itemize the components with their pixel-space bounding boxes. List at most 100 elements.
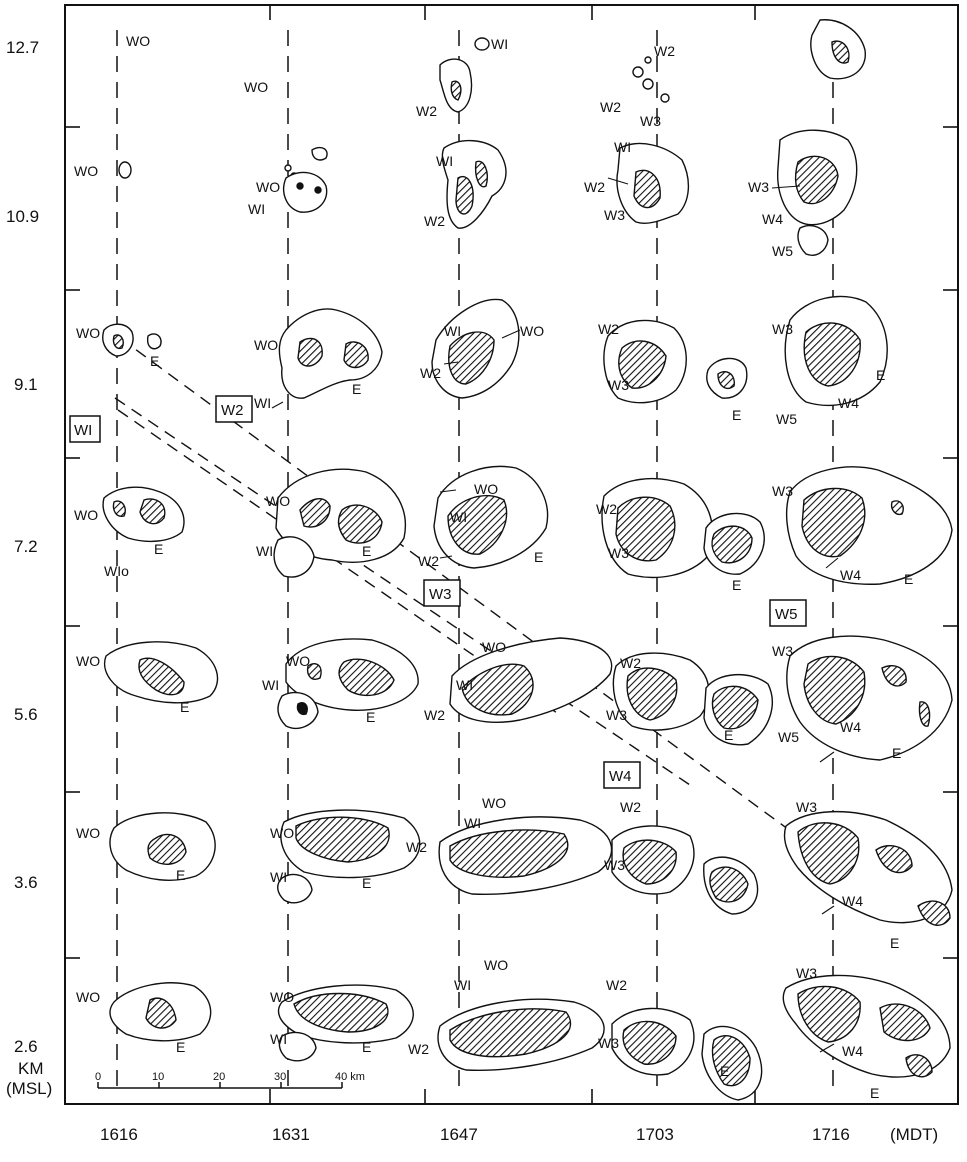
cell-label-w3: W3 xyxy=(608,377,629,393)
scale-tick-label: 0 xyxy=(95,1071,101,1083)
echo-core xyxy=(147,833,187,865)
cell-label-e: E xyxy=(180,699,189,715)
height-label: 3.6 xyxy=(14,873,38,892)
boxed-label-w1: WI xyxy=(74,422,92,439)
echo-core xyxy=(145,997,177,1029)
cell-label-w3: W3 xyxy=(796,799,817,815)
cell-label-w1: WI xyxy=(254,395,271,411)
echo-core xyxy=(875,845,913,874)
cell-label-w4: W4 xyxy=(840,567,861,583)
echo-core xyxy=(139,498,166,525)
time-label: 1716 xyxy=(812,1125,850,1144)
cell-label-w3: W3 xyxy=(604,857,625,873)
cell-label-e: E xyxy=(904,571,913,587)
echo-core xyxy=(711,525,753,564)
cell-label-w2: W2 xyxy=(416,103,437,119)
cell-label-e: E xyxy=(352,381,361,397)
time-label: 1703 xyxy=(636,1125,674,1144)
cell-label-w5: W5 xyxy=(772,243,793,259)
plot-frame xyxy=(64,4,959,1105)
echo-core xyxy=(293,992,389,1033)
cell-label-e: E xyxy=(890,935,899,951)
cell-label-w2: W2 xyxy=(584,179,605,195)
echo-core xyxy=(717,370,735,390)
cell-label-w0: WO xyxy=(270,825,294,841)
echo-outer-contour xyxy=(277,873,313,904)
echo-core xyxy=(343,341,369,369)
echo-core xyxy=(711,685,759,730)
boxed-label-frame xyxy=(69,415,101,443)
cell-label-w1o: WIo xyxy=(104,563,129,579)
echo-core xyxy=(615,496,676,562)
boxed-label-frame xyxy=(423,579,461,607)
cell-label-w0: WO xyxy=(74,507,98,523)
echo-core xyxy=(622,1020,677,1065)
echo-core xyxy=(299,498,331,528)
cell-label-w4: W4 xyxy=(842,893,863,909)
time-label: 1616 xyxy=(100,1125,138,1144)
height-labels: 12.7 10.9 9.1 7.2 5.6 3.6 2.6 KM (MSL) xyxy=(6,38,52,1098)
cell-label-w0: WO xyxy=(474,481,498,497)
cell-label-w0: WO xyxy=(244,79,268,95)
cell-label-e: E xyxy=(870,1085,879,1101)
echo-core xyxy=(801,487,866,558)
echo-core xyxy=(447,495,508,555)
echo-core xyxy=(474,160,488,188)
echo-core xyxy=(918,701,931,727)
cell-label-e: E xyxy=(732,577,741,593)
echo-outer-contour xyxy=(797,224,829,256)
echo-core xyxy=(797,985,861,1043)
echo-core xyxy=(803,655,866,725)
cell-label-w0: WO xyxy=(76,825,100,841)
echo-small-cell xyxy=(284,164,292,172)
cell-label-w4: W4 xyxy=(840,719,861,735)
cell-label-w2: W2 xyxy=(408,1041,429,1057)
cell-label-w0: WO xyxy=(76,989,100,1005)
echo-small-cell xyxy=(660,93,670,103)
cell-label-e: E xyxy=(150,353,159,369)
echo-core xyxy=(450,80,462,101)
echo-outer-contour xyxy=(273,536,315,578)
echo-core xyxy=(831,40,850,64)
cell-label-w1: WI xyxy=(248,201,265,217)
cell-label-w1: WI xyxy=(454,977,471,993)
boxed-label-frame xyxy=(603,761,641,789)
echo-outer-contour xyxy=(146,333,162,350)
cell-label-w3: W3 xyxy=(598,1035,619,1051)
cell-label-w1: WI xyxy=(491,36,508,52)
cell-label-e: E xyxy=(892,745,901,761)
echo-cells xyxy=(102,19,953,1101)
echo-small-cell xyxy=(642,78,654,90)
cell-label-w0: WO xyxy=(74,163,98,179)
cell-label-e: E xyxy=(720,1063,729,1079)
cell-label-w1: WI xyxy=(450,509,467,525)
echo-outer-contour xyxy=(282,171,328,213)
cell-label-e: E xyxy=(534,549,543,565)
echo-core xyxy=(112,334,124,350)
cell-label-w3: W3 xyxy=(772,483,793,499)
echo-core xyxy=(879,1003,931,1042)
echo-core xyxy=(306,662,322,680)
cell-label-w2: W2 xyxy=(418,553,439,569)
echo-core xyxy=(633,169,661,209)
scale-tick-label: 40 km xyxy=(335,1071,365,1083)
cell-label-w0: WO xyxy=(286,653,310,669)
cell-label-w0: WO xyxy=(76,653,100,669)
cell-label-w5: W5 xyxy=(778,729,799,745)
scale-tick-label: 30 xyxy=(274,1071,286,1083)
cell-label-w2: W2 xyxy=(620,655,641,671)
echo-black-core xyxy=(296,182,304,190)
cell-label-w0: WO xyxy=(482,639,506,655)
time-labels: 1616 1631 1647 1703 1716 (MDT) xyxy=(100,1125,938,1144)
cell-label-w2: W2 xyxy=(620,799,641,815)
echo-core xyxy=(448,331,495,385)
boxed-label-frame xyxy=(769,599,807,627)
cell-label-w4: W4 xyxy=(842,1043,863,1059)
echo-core xyxy=(881,664,907,687)
echo-core xyxy=(461,663,534,716)
cell-label-e: E xyxy=(724,727,733,743)
cell-label-w0: WO xyxy=(520,323,544,339)
cell-label-w5: W5 xyxy=(776,411,797,427)
cell-label-w3: W3 xyxy=(604,207,625,223)
